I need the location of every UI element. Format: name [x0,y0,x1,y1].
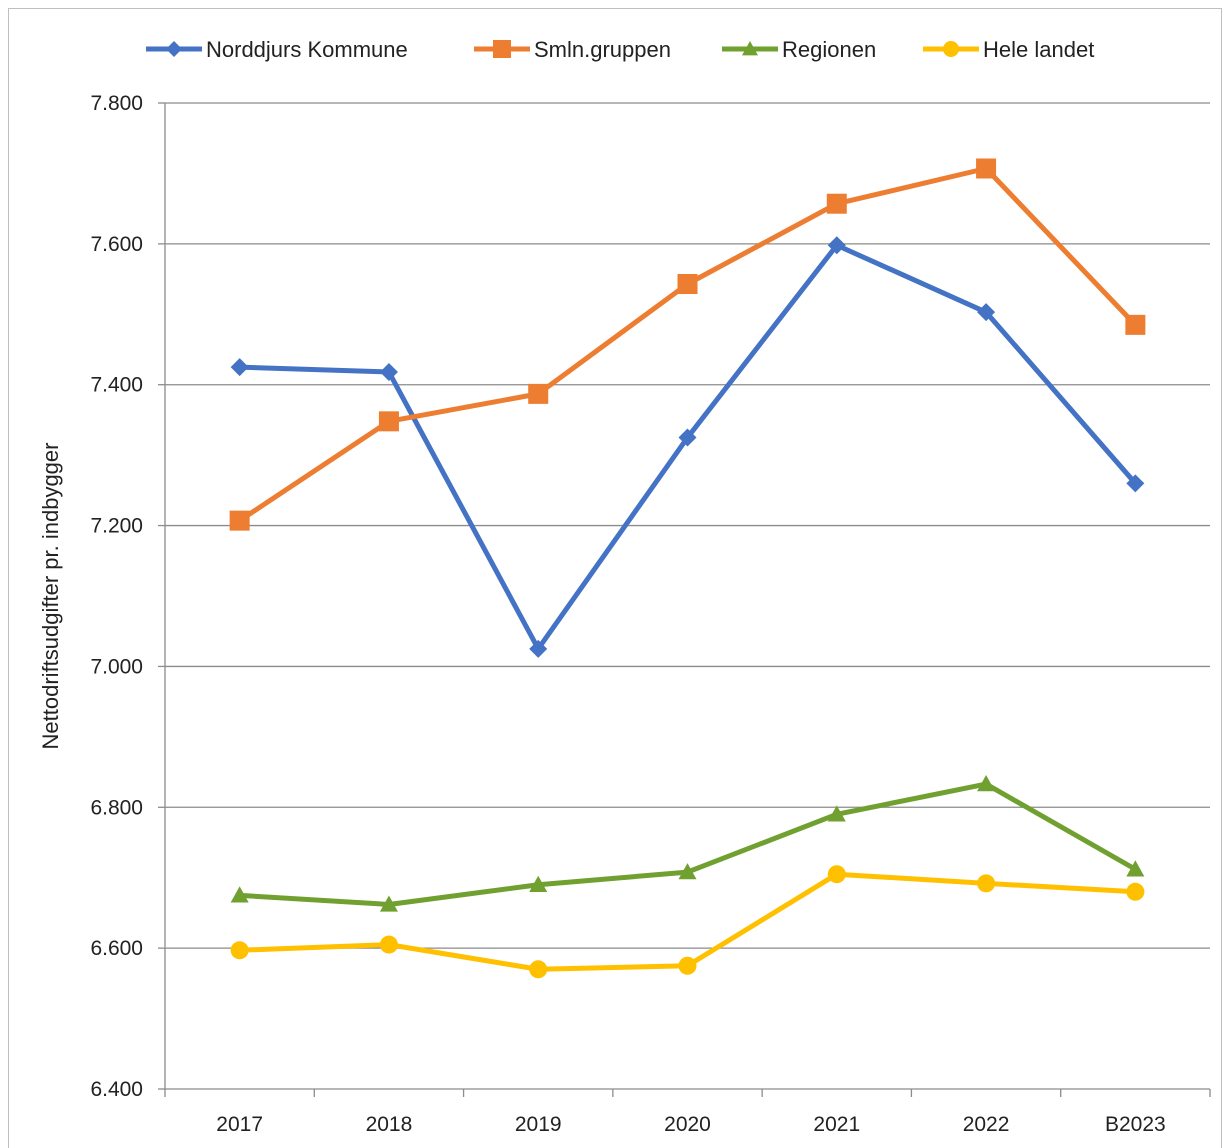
data-point [677,274,698,295]
series-line [239,242,1138,652]
series-smln-gruppen [229,158,1146,531]
data-point [678,428,697,447]
series-hele-landet [230,865,1145,979]
legend-marker [166,41,182,57]
x-tick-label: 2020 [664,1113,711,1136]
data-point [827,236,846,255]
legend-item: Smln.gruppen [474,37,671,62]
x-tick-label: 2022 [963,1113,1010,1136]
series-lines [229,158,1146,979]
x-tick-label: 2018 [366,1113,413,1136]
data-point [379,895,398,912]
data-point [827,865,846,884]
y-tick-label: 7.600 [90,233,143,256]
data-point [230,886,249,903]
y-tick-label: 7.200 [90,515,143,538]
series-line [239,871,1136,972]
data-point [230,941,249,960]
data-point [1126,474,1145,493]
data-point [1126,882,1145,901]
data-point [678,863,697,880]
legend-item: Norddjurs Kommune [146,37,408,62]
data-point [529,639,548,658]
y-axis-title: Nettodriftsudgifter pr. indbygger [38,443,63,750]
legend-label: Regionen [782,37,876,62]
series-line [238,165,1138,523]
x-tick-label: 2017 [216,1113,263,1136]
y-tick-label: 6.400 [90,1078,143,1101]
legend-marker [493,40,511,58]
data-point [977,775,996,792]
data-point [977,303,996,322]
legend-label: Norddjurs Kommune [206,37,408,62]
data-point [529,875,548,892]
data-point [1125,314,1146,335]
data-point [230,358,249,377]
data-point [826,193,847,214]
series-norddjurs-kommune [230,236,1145,658]
legend-item: Hele landet [923,37,1094,62]
data-point [378,411,399,432]
y-tick-label: 7.000 [90,655,143,678]
x-tick-label: B2023 [1105,1113,1166,1136]
y-tick-label: 6.800 [90,796,143,819]
data-point [379,363,398,382]
legend-marker [742,41,758,56]
y-tick-label: 6.600 [90,937,143,960]
series-regionen [230,775,1145,912]
legend-label: Hele landet [983,37,1094,62]
data-point [529,960,548,979]
data-point [678,956,697,975]
data-point [976,158,997,179]
data-point [528,383,549,404]
y-tick-label: 7.400 [90,374,143,397]
chart-frame [8,8,1222,1148]
legend-marker [943,41,959,57]
axes: 6.400 6.600 6.800 7.000 7.200 7.400 7.600 7.800… [90,92,1211,1136]
data-point [379,935,398,954]
data-point [229,510,250,531]
data-point [827,805,846,822]
legend-label: Smln.gruppen [534,37,671,62]
legend-item: Regionen [722,37,876,62]
y-tick-label: 7.800 [90,92,143,115]
data-point [977,874,996,893]
data-point [1126,860,1145,877]
x-tick-label: 2021 [813,1113,860,1136]
legend: Norddjurs Kommune Smln.gruppen Regionen Hel… [146,37,1094,62]
x-tick-label: 2019 [515,1113,562,1136]
